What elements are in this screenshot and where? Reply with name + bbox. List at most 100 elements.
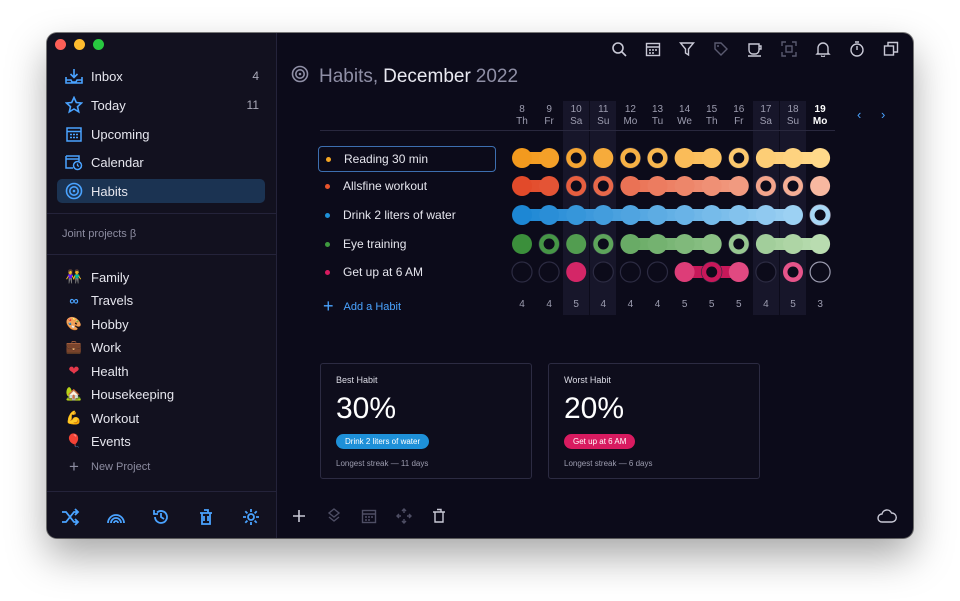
rainbow-icon[interactable] [105,506,127,528]
move-icon[interactable] [394,506,414,526]
search-icon[interactable] [609,40,629,58]
sidebar-project-events[interactable]: 🎈 Events [57,430,131,452]
habit-day-done[interactable] [647,205,668,225]
habit-day-done[interactable] [593,148,614,168]
habit-day-done[interactable] [674,148,695,168]
shuffle-icon[interactable] [59,506,81,528]
balloon-emoji-icon: 🎈 [65,433,83,448]
habit-day-done[interactable] [566,234,587,254]
habit-day-empty[interactable] [646,261,669,283]
habit-pill[interactable]: Get up at 6 AM [564,434,636,449]
day-number: 10 [570,104,582,115]
sidebar-project-family[interactable]: 👫 Family [57,266,129,288]
habit-day-done[interactable] [620,205,641,225]
habit-day-done[interactable] [512,205,532,225]
habit-day-empty[interactable] [511,261,533,283]
habit-day-empty[interactable] [592,261,614,283]
tag-icon[interactable] [711,40,731,58]
bell-icon[interactable] [813,40,833,58]
habit-day-done[interactable] [512,234,532,254]
sidebar-project-work[interactable]: 💼 Work [57,336,121,358]
habit-day-done[interactable] [647,234,668,254]
habit-day-done[interactable] [728,176,749,196]
sidebar-item-calendar[interactable]: Calendar [57,150,265,174]
habit-day-done[interactable] [783,205,803,225]
filter-icon[interactable] [677,40,697,58]
sidebar-item-habits[interactable]: Habits [57,179,265,203]
habit-day-done[interactable] [674,262,695,282]
habit-day-done[interactable] [539,176,560,196]
habit-day-done[interactable] [755,148,776,168]
sidebar-item-today[interactable]: Today 11 [57,93,265,117]
habit-row[interactable]: Reading 30 min [318,146,496,172]
habit-day-done[interactable] [728,205,749,225]
settings-gear-icon[interactable] [240,506,262,528]
add-habit-button[interactable]: + Add a Habit [323,296,401,317]
page-title: Habits, December 2022 [291,65,518,89]
layers-icon[interactable] [324,506,344,526]
day-weekday: Fr [734,116,744,127]
habit-day-done[interactable] [783,148,803,168]
habit-day-empty[interactable] [809,261,831,283]
habit-day-done[interactable] [566,262,587,282]
habit-day-done[interactable] [701,176,722,196]
habit-day-done[interactable] [810,234,831,254]
sidebar-item-upcoming[interactable]: Upcoming [57,122,265,146]
habit-day-done[interactable] [512,176,532,196]
sidebar-project-hobby[interactable]: 🎨 Hobby [57,313,129,335]
habit-day-done[interactable] [566,205,587,225]
coffee-cup-icon[interactable] [745,40,765,58]
habit-day-done[interactable] [728,262,749,282]
calendar-icon[interactable] [643,40,663,58]
habit-day-done[interactable] [620,176,641,196]
habit-day-done[interactable] [701,234,722,254]
trash-icon[interactable] [429,506,449,526]
habit-row[interactable]: Eye training [318,232,494,256]
windows-icon[interactable] [881,40,901,58]
habit-day-done[interactable] [674,176,695,196]
habit-day-done[interactable] [755,205,776,225]
habit-day-done[interactable] [647,176,668,196]
next-week-icon[interactable]: › [881,107,886,122]
habit-day-done[interactable] [539,205,560,225]
habit-pill[interactable]: Drink 2 liters of water [336,434,430,449]
add-icon[interactable] [289,506,309,526]
cloud-icon[interactable] [877,506,897,526]
calendar-icon[interactable] [359,506,379,526]
habit-row[interactable]: Drink 2 liters of water [318,203,494,227]
habit-row[interactable]: Get up at 6 AM [318,260,494,284]
habit-day-done[interactable] [674,205,695,225]
sidebar-project-travels[interactable]: ∞ Travels [57,289,133,311]
history-icon[interactable] [150,506,172,528]
habit-day-done[interactable] [810,176,831,196]
previous-week-icon[interactable]: ‹ [857,107,862,122]
sidebar-divider [47,254,276,255]
close-window-button[interactable] [55,39,66,50]
timer-icon[interactable] [847,40,867,58]
habit-day-done[interactable] [539,148,560,168]
sidebar-item-inbox[interactable]: Inbox 4 [57,64,265,88]
day-completion-count: 5 [681,299,688,310]
minimize-window-button[interactable] [74,39,85,50]
habit-day-done[interactable] [674,234,695,254]
habit-day-done[interactable] [620,234,641,254]
sidebar-project-health[interactable]: ❤ Health [57,360,129,382]
habit-day-done[interactable] [701,205,722,225]
new-project-button[interactable]: + New Project [57,456,150,478]
trash-icon[interactable] [195,506,217,528]
habit-day-empty[interactable] [538,261,560,283]
sidebar-project-workout[interactable]: 💪 Workout [57,407,139,429]
zoom-window-button[interactable] [93,39,104,50]
sidebar-project-housekeeping[interactable]: 🏡 Housekeeping [57,383,174,405]
habit-day-done[interactable] [755,234,776,254]
habit-day-done[interactable] [512,148,532,168]
habit-day-empty[interactable] [619,261,641,283]
habit-day-done[interactable] [810,148,831,168]
habit-day-empty[interactable] [755,261,777,283]
habit-day-done[interactable] [593,205,614,225]
day-number: 15 [706,104,718,115]
habit-day-done[interactable] [701,148,722,168]
habit-row[interactable]: Allsfine workout [318,174,494,198]
focus-icon[interactable] [779,40,799,58]
habit-day-done[interactable] [783,234,803,254]
